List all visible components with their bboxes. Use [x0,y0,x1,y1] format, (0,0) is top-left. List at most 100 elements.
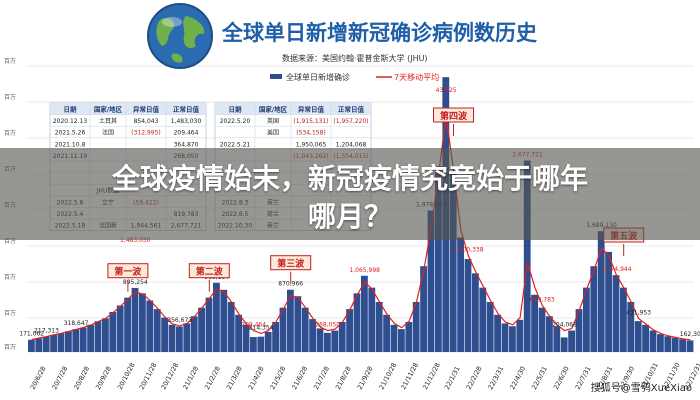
x-tick-label: 21/7/28 [312,365,331,391]
bar [72,329,80,352]
table-cell: 法国 [102,129,114,137]
x-tick-label: 22/1/31 [443,365,462,391]
peak-value-label: 43,825 [436,87,457,94]
bar [479,287,487,352]
x-tick-label: 21/1/28 [181,365,200,391]
bar [153,309,161,352]
bar [242,324,250,352]
bar [649,330,657,352]
table-cell: 1,950,065 [296,141,327,148]
bar [94,321,102,352]
bar [42,336,50,352]
bar [183,323,191,352]
y-unit-label: 百万 [4,238,16,245]
y-unit-label: 百万 [4,344,16,351]
x-tick-label: 21/12/28 [421,361,442,391]
table-cell: 2022.5.21 [220,141,251,148]
y-unit-label: 百万 [4,130,16,137]
globe-icon [147,3,213,69]
x-tick-label: 20/10/28 [116,361,137,391]
x-tick-label: 22/6/30 [552,365,571,391]
x-tick-label: 21/11/28 [399,361,420,391]
bar [198,307,206,352]
bar [383,314,391,352]
bar [353,293,361,352]
peak-value-label: 1,074,944 [601,266,632,273]
table-header-cell: 正常日值 [173,105,200,114]
table-header-cell: 国家/地区 [94,105,123,114]
bar [316,328,324,352]
bar [412,301,420,352]
bar [435,166,442,352]
peak-value-label: 356,673 [167,317,192,324]
bar [486,301,494,352]
bar [627,301,635,352]
wave-label: 第一波 [107,263,149,292]
bar [227,301,235,352]
bar [509,326,516,352]
peak-value-label: 217,313 [34,328,59,335]
y-unit-label: 百万 [4,274,16,281]
bar [538,307,546,352]
peak-value-label: 318,647 [64,320,89,327]
bar [605,251,613,352]
table-header-cell: 正常日值 [338,105,365,114]
peak-value-label: 204,068 [552,322,577,329]
bar [87,324,95,352]
x-tick-label: 20/7/28 [51,365,70,391]
bar [560,337,568,352]
table-cell: 364,870 [174,141,199,148]
bar [568,330,576,352]
bar [405,321,413,352]
wave-label-box [433,107,474,123]
bar [250,337,257,352]
table-cell: 2021.10.8 [55,141,86,148]
bar [427,210,435,352]
table-cell: 2020.12.13 [53,118,88,125]
x-tick-label: 20/6/28 [29,365,48,391]
x-tick-label: 20/8/28 [72,365,91,391]
bar [634,321,642,352]
bar [590,266,598,352]
wave-label-text: 第四波 [440,110,468,122]
bar [368,287,376,352]
table-header-bg [50,103,206,115]
x-tick-label: 22/7/31 [574,365,593,391]
table-cell: (1,957,220) [333,118,368,125]
table-cell: (312,995) [131,130,161,137]
bar [472,273,479,352]
bar [612,275,620,352]
bar [287,289,294,352]
peak-value-label: 162,30 [680,331,700,338]
bar [146,300,154,352]
y-unit-label: 百万 [4,310,16,317]
table-cell: 美国 [267,129,279,137]
bar [50,334,58,352]
bar [464,259,472,352]
bar [65,331,72,352]
bar [102,318,109,352]
x-tick-label: 20/12/28 [160,361,181,391]
bar [346,309,354,352]
x-tick-label: 22/3/31 [487,365,506,391]
bar [553,326,561,352]
table-cell: 854,043 [134,118,159,125]
bar [294,296,302,352]
table-header-cell: 国家/地区 [259,105,288,114]
table-cell: 土耳其 [99,117,117,125]
x-tick-label: 21/8/28 [334,365,353,391]
bar [338,321,346,352]
x-tick-label: 21/3/28 [225,365,244,391]
bar [523,160,531,352]
x-tick-label: 21/6/28 [290,365,309,391]
peak-value-label: 619,783 [530,297,555,304]
table-cell: 英国 [267,117,279,125]
bar [279,307,287,352]
chart-title: 全球单日新增新冠确诊病例数历史 [221,21,538,45]
peak-value-label: 895,254 [123,279,148,286]
bar [597,231,605,352]
bar [516,319,524,352]
bar [546,316,553,352]
table-header-bg [215,103,371,115]
bar [494,314,502,352]
